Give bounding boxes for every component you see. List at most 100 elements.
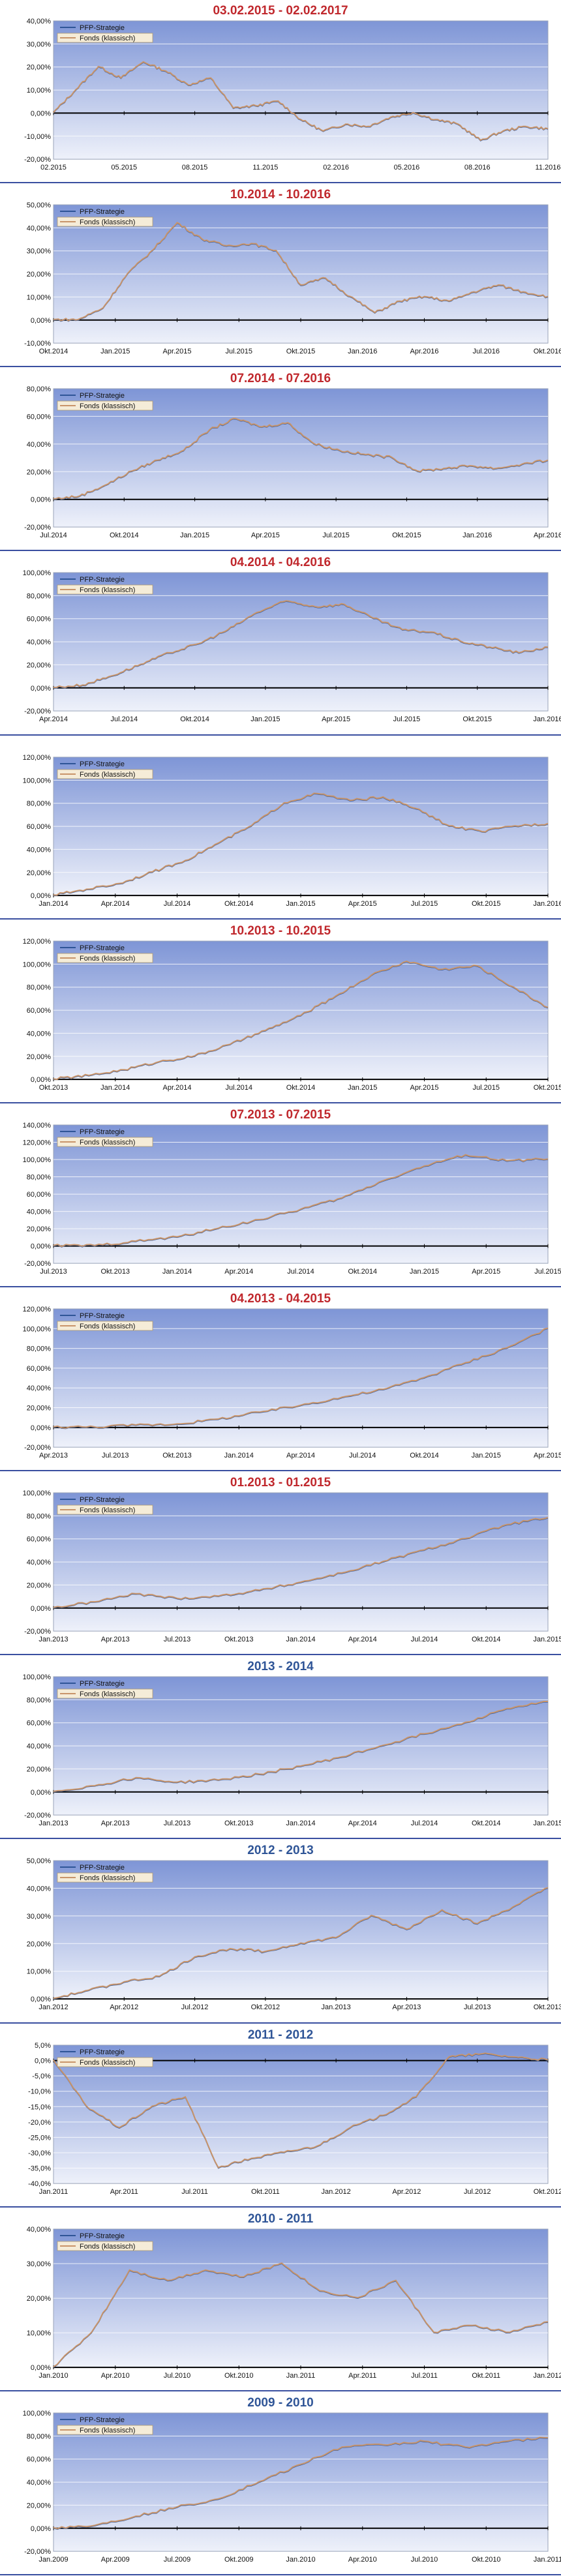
y-tick-label: -20,00%: [24, 1444, 51, 1452]
x-tick-label: Jan.2013: [38, 1820, 68, 1827]
legend-box: [57, 2425, 153, 2435]
y-tick-label: 40,00%: [27, 638, 51, 646]
y-tick-label: 20,00%: [27, 662, 51, 670]
x-tick-label: Apr.2014: [286, 1452, 315, 1460]
y-tick-label: 0,00%: [31, 496, 51, 504]
x-tick-label: Jan.2014: [286, 1636, 315, 1643]
series-line-fonds: [53, 1701, 548, 1793]
x-tick-label: Jan.2016: [533, 900, 561, 908]
legend: PFP-Strategie Fonds (klassisch): [57, 1680, 153, 1699]
y-tick-label: 0,00%: [31, 110, 51, 117]
x-tick-label: Jan.2013: [322, 2004, 351, 2012]
x-tick-label: Okt.2013: [100, 1268, 130, 1276]
y-tick-label: 100,00%: [23, 569, 52, 577]
chart-title: 10.2014 - 10.2016: [230, 188, 331, 202]
chart-panel: 01.2014 - 01.20160,00%20,00%40,00%60,00%…: [0, 736, 561, 920]
x-tick-label: Jan.2014: [100, 1084, 130, 1092]
chart-panel: 04.2013 - 04.2015 -20,00% 0,00% 20,00% 40,00…: [0, 1288, 561, 1472]
y-tick-label: -10,0%: [28, 2088, 51, 2095]
chart-panel: 2010 - 2011 0,00% 10,00% 20,00% 30,00% 40,00%…: [0, 2208, 561, 2392]
legend: PFP-Strategie Fonds (klassisch): [57, 576, 153, 595]
y-tick-label: 30,00%: [27, 248, 51, 256]
x-tick-label: Jul.2015: [534, 1268, 561, 1276]
x-tick-label: Okt.2012: [251, 2004, 280, 2012]
chart-panel: 04.2014 - 04.2016 -20,00% 0,00% 20,00% 40,00…: [0, 552, 561, 736]
x-tick-label: 08.2016: [464, 164, 491, 172]
y-tick-label: 20,00%: [27, 2295, 51, 2303]
x-tick-label: Okt.2010: [472, 2556, 501, 2564]
x-tick-label: Jul.2012: [181, 2004, 209, 2012]
y-tick-label: 60,00%: [27, 1365, 51, 1373]
legend-label: Fonds (klassisch): [80, 2243, 135, 2251]
line-chart: 0,00% 10,00% 20,00% 30,00% 40,00% Jan.2010 Apr…: [27, 2226, 561, 2380]
y-tick-label: 20,00%: [27, 1766, 51, 1774]
y-tick-label: 60,00%: [27, 1007, 51, 1015]
legend-box: [57, 2057, 153, 2067]
series-line-fonds: [53, 1887, 549, 1999]
x-tick-label: Jan.2014: [224, 1452, 254, 1460]
legend-label: Fonds (klassisch): [80, 218, 135, 226]
x-tick-label: Okt.2015: [534, 1084, 561, 1092]
y-tick-label: 30,00%: [27, 1913, 51, 1921]
y-tick-label: 40,00%: [27, 1743, 51, 1750]
y-tick-label: 60,00%: [27, 1536, 51, 1544]
x-tick-label: Jul.2015: [411, 900, 438, 908]
x-tick-label: Okt.2010: [224, 2372, 254, 2380]
series-line-fonds: [53, 2436, 549, 2530]
x-tick-label: Apr.2016: [410, 348, 439, 355]
legend-label: PFP-Strategie: [80, 576, 125, 584]
legend-label: Fonds (klassisch): [80, 586, 135, 594]
panel-divider: [0, 2206, 561, 2208]
x-tick-label: Jul.2016: [472, 348, 500, 355]
y-tick-label: 20,00%: [27, 1053, 51, 1060]
x-tick-label: Jul.2011: [411, 2372, 438, 2380]
series-line-fonds: [53, 61, 549, 142]
series-line-fonds: [53, 2262, 549, 2367]
chart-panel: 10.2013 - 10.2015 0,00% 20,00% 40,00% 60,00%…: [0, 920, 561, 1104]
panel-divider: [0, 1470, 561, 1472]
x-tick-label: Jan.2010: [38, 2372, 68, 2380]
chart-panel: 2009 - 2010 -20,00% 0,00% 20,00% 40,00% 60,00…: [0, 2392, 561, 2576]
panel-divider: [0, 550, 561, 552]
legend-box: [57, 1137, 153, 1147]
x-tick-label: Jul.2013: [40, 1268, 67, 1276]
legend: PFP-Strategie Fonds (klassisch): [57, 1496, 153, 1515]
legend-label: Fonds (klassisch): [80, 2059, 135, 2067]
x-tick-label: Okt.2013: [534, 2004, 561, 2012]
x-tick-label: Apr.2013: [101, 1636, 130, 1643]
legend: PFP-Strategie Fonds (klassisch): [57, 1312, 153, 1331]
legend-label: PFP-Strategie: [80, 24, 125, 32]
line-chart: -40,0% -35,0% -30,0% -25,0% -20,0% -15,0% -10,…: [28, 2042, 561, 2196]
y-tick-label: 20,00%: [27, 1941, 51, 1949]
x-tick-label: Jul.2014: [225, 1084, 252, 1092]
line-chart: 0,00% 10,00% 20,00% 30,00% 40,00% 50,00% Jan.2…: [27, 1857, 561, 2012]
y-tick-label: 0,00%: [31, 685, 51, 693]
legend-label: PFP-Strategie: [80, 944, 125, 952]
x-tick-label: Apr.2014: [163, 1084, 192, 1092]
x-tick-label: 08.2015: [182, 164, 208, 172]
y-tick-label: 60,00%: [27, 413, 51, 421]
y-tick-label: 60,00%: [27, 1720, 51, 1728]
x-tick-label: Jul.2014: [164, 900, 191, 908]
x-tick-label: Okt.2011: [251, 2188, 280, 2196]
y-tick-label: 60,00%: [27, 2456, 51, 2464]
legend-box: [57, 1321, 153, 1331]
y-tick-label: 20,00%: [27, 869, 51, 876]
y-tick-label: 20,00%: [27, 1405, 51, 1413]
legend-label: PFP-Strategie: [80, 1128, 125, 1136]
x-tick-label: 11.2015: [252, 164, 278, 172]
y-tick-label: 20,00%: [27, 1582, 51, 1590]
x-tick-label: Apr.2013: [39, 1452, 68, 1460]
legend-label: PFP-Strategie: [80, 1312, 125, 1320]
y-tick-label: 5,0%: [35, 2042, 51, 2050]
panel-divider: [0, 734, 561, 736]
y-tick-label: -10,00%: [24, 340, 51, 348]
legend-box: [57, 1873, 153, 1883]
series-line-fonds: [53, 960, 549, 1080]
x-tick-label: Apr.2013: [392, 2004, 421, 2012]
y-tick-label: 80,00%: [27, 1512, 51, 1520]
x-tick-label: Apr.2012: [110, 2004, 138, 2012]
y-tick-label: 10,00%: [27, 1968, 51, 1976]
x-tick-label: Apr.2015: [410, 1084, 439, 1092]
x-tick-label: Jan.2015: [286, 900, 315, 908]
